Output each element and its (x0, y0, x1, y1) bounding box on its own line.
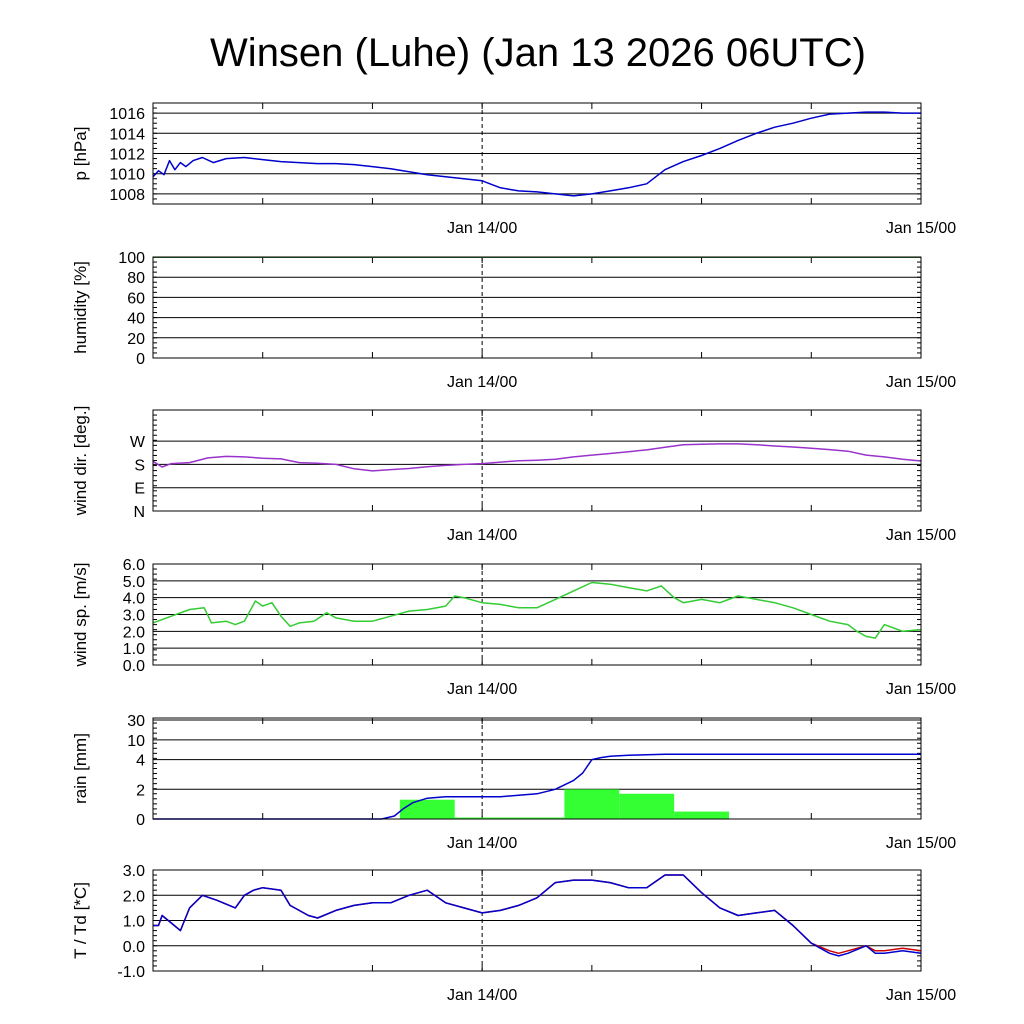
y-tick-label: 1016 (109, 106, 145, 123)
y-tick-label: 3.0 (123, 863, 145, 880)
y-tick-label: 0.0 (123, 939, 145, 956)
series-line-3-0 (152, 581, 922, 639)
y-tick-label: 3.0 (123, 608, 145, 625)
y-tick-label: -1.0 (117, 964, 145, 981)
panel-frame-0 (152, 102, 922, 205)
series-line-5-0 (153, 874, 922, 955)
y-tick-label: W (130, 434, 146, 451)
y-tick-label: 6.0 (123, 557, 145, 574)
y-tick-label: 1.0 (123, 914, 145, 931)
y-tick-label: E (134, 481, 145, 498)
y-tick-label: 10 (127, 733, 145, 750)
x-tick-label: Jan 14/00 (447, 220, 517, 237)
x-tick-label: Jan 15/00 (886, 835, 956, 852)
x-tick-label: Jan 15/00 (886, 374, 956, 391)
y-axis-label: wind sp. [m/s] (71, 563, 90, 668)
panel-frame-4 (152, 717, 922, 820)
x-tick-label: Jan 14/00 (447, 835, 517, 852)
chart-title: Winsen (Luhe) (Jan 13 2026 06UTC) (210, 31, 866, 75)
y-axis-label: T / Td [*C] (71, 882, 90, 959)
y-tick-label: 1008 (109, 187, 145, 204)
y-tick-label: 4.0 (123, 591, 145, 608)
y-tick-label: 4 (136, 753, 145, 770)
y-tick-label: 1012 (109, 147, 145, 164)
x-tick-label: Jan 14/00 (447, 527, 517, 544)
rain-bar-4 (674, 811, 729, 819)
series-line-2-0 (152, 443, 922, 472)
rain-bar-3 (619, 793, 675, 819)
panel-frame-3 (152, 563, 922, 666)
y-tick-label: S (134, 457, 145, 474)
y-tick-label: 80 (127, 270, 145, 287)
y-tick-label: 1014 (109, 126, 145, 143)
panel-frame-1 (152, 256, 922, 359)
x-tick-label: Jan 15/00 (886, 220, 956, 237)
panel-frame-2 (152, 409, 922, 512)
y-tick-label: 100 (118, 250, 145, 267)
y-axis-label: p [hPa] (71, 127, 90, 181)
rain-bar-2 (564, 789, 620, 819)
x-tick-label: Jan 15/00 (886, 987, 956, 1004)
y-axis-label: wind dir. [deg.] (71, 406, 90, 517)
y-tick-label: N (133, 504, 145, 521)
y-tick-label: 2.0 (123, 624, 145, 641)
series-line-0-0 (152, 111, 921, 197)
y-tick-label: 40 (127, 311, 145, 328)
y-axis-label: rain [mm] (71, 733, 90, 804)
y-tick-label: 1.0 (123, 641, 145, 658)
series-line-4-0 (153, 753, 921, 820)
y-axis-label: humidity [%] (71, 261, 90, 354)
y-tick-label: 1010 (109, 167, 145, 184)
y-tick-label: 0 (136, 351, 145, 368)
rain-bar-1 (454, 817, 565, 819)
y-tick-label: 60 (127, 290, 145, 307)
x-tick-label: Jan 14/00 (447, 987, 517, 1004)
y-tick-label: 30 (127, 713, 145, 730)
panel-frame-5 (152, 869, 922, 972)
x-tick-label: Jan 15/00 (886, 681, 956, 698)
rain-bar-0 (399, 799, 455, 819)
y-tick-label: 2 (136, 782, 145, 799)
y-tick-label: 0 (136, 812, 145, 829)
x-tick-label: Jan 14/00 (447, 681, 517, 698)
y-tick-label: 2.0 (123, 888, 145, 905)
y-tick-label: 0.0 (123, 658, 145, 675)
series-line-5-1 (153, 874, 922, 957)
y-tick-label: 20 (127, 331, 145, 348)
x-tick-label: Jan 14/00 (447, 374, 517, 391)
y-tick-label: 5.0 (123, 574, 145, 591)
x-tick-label: Jan 15/00 (886, 527, 956, 544)
